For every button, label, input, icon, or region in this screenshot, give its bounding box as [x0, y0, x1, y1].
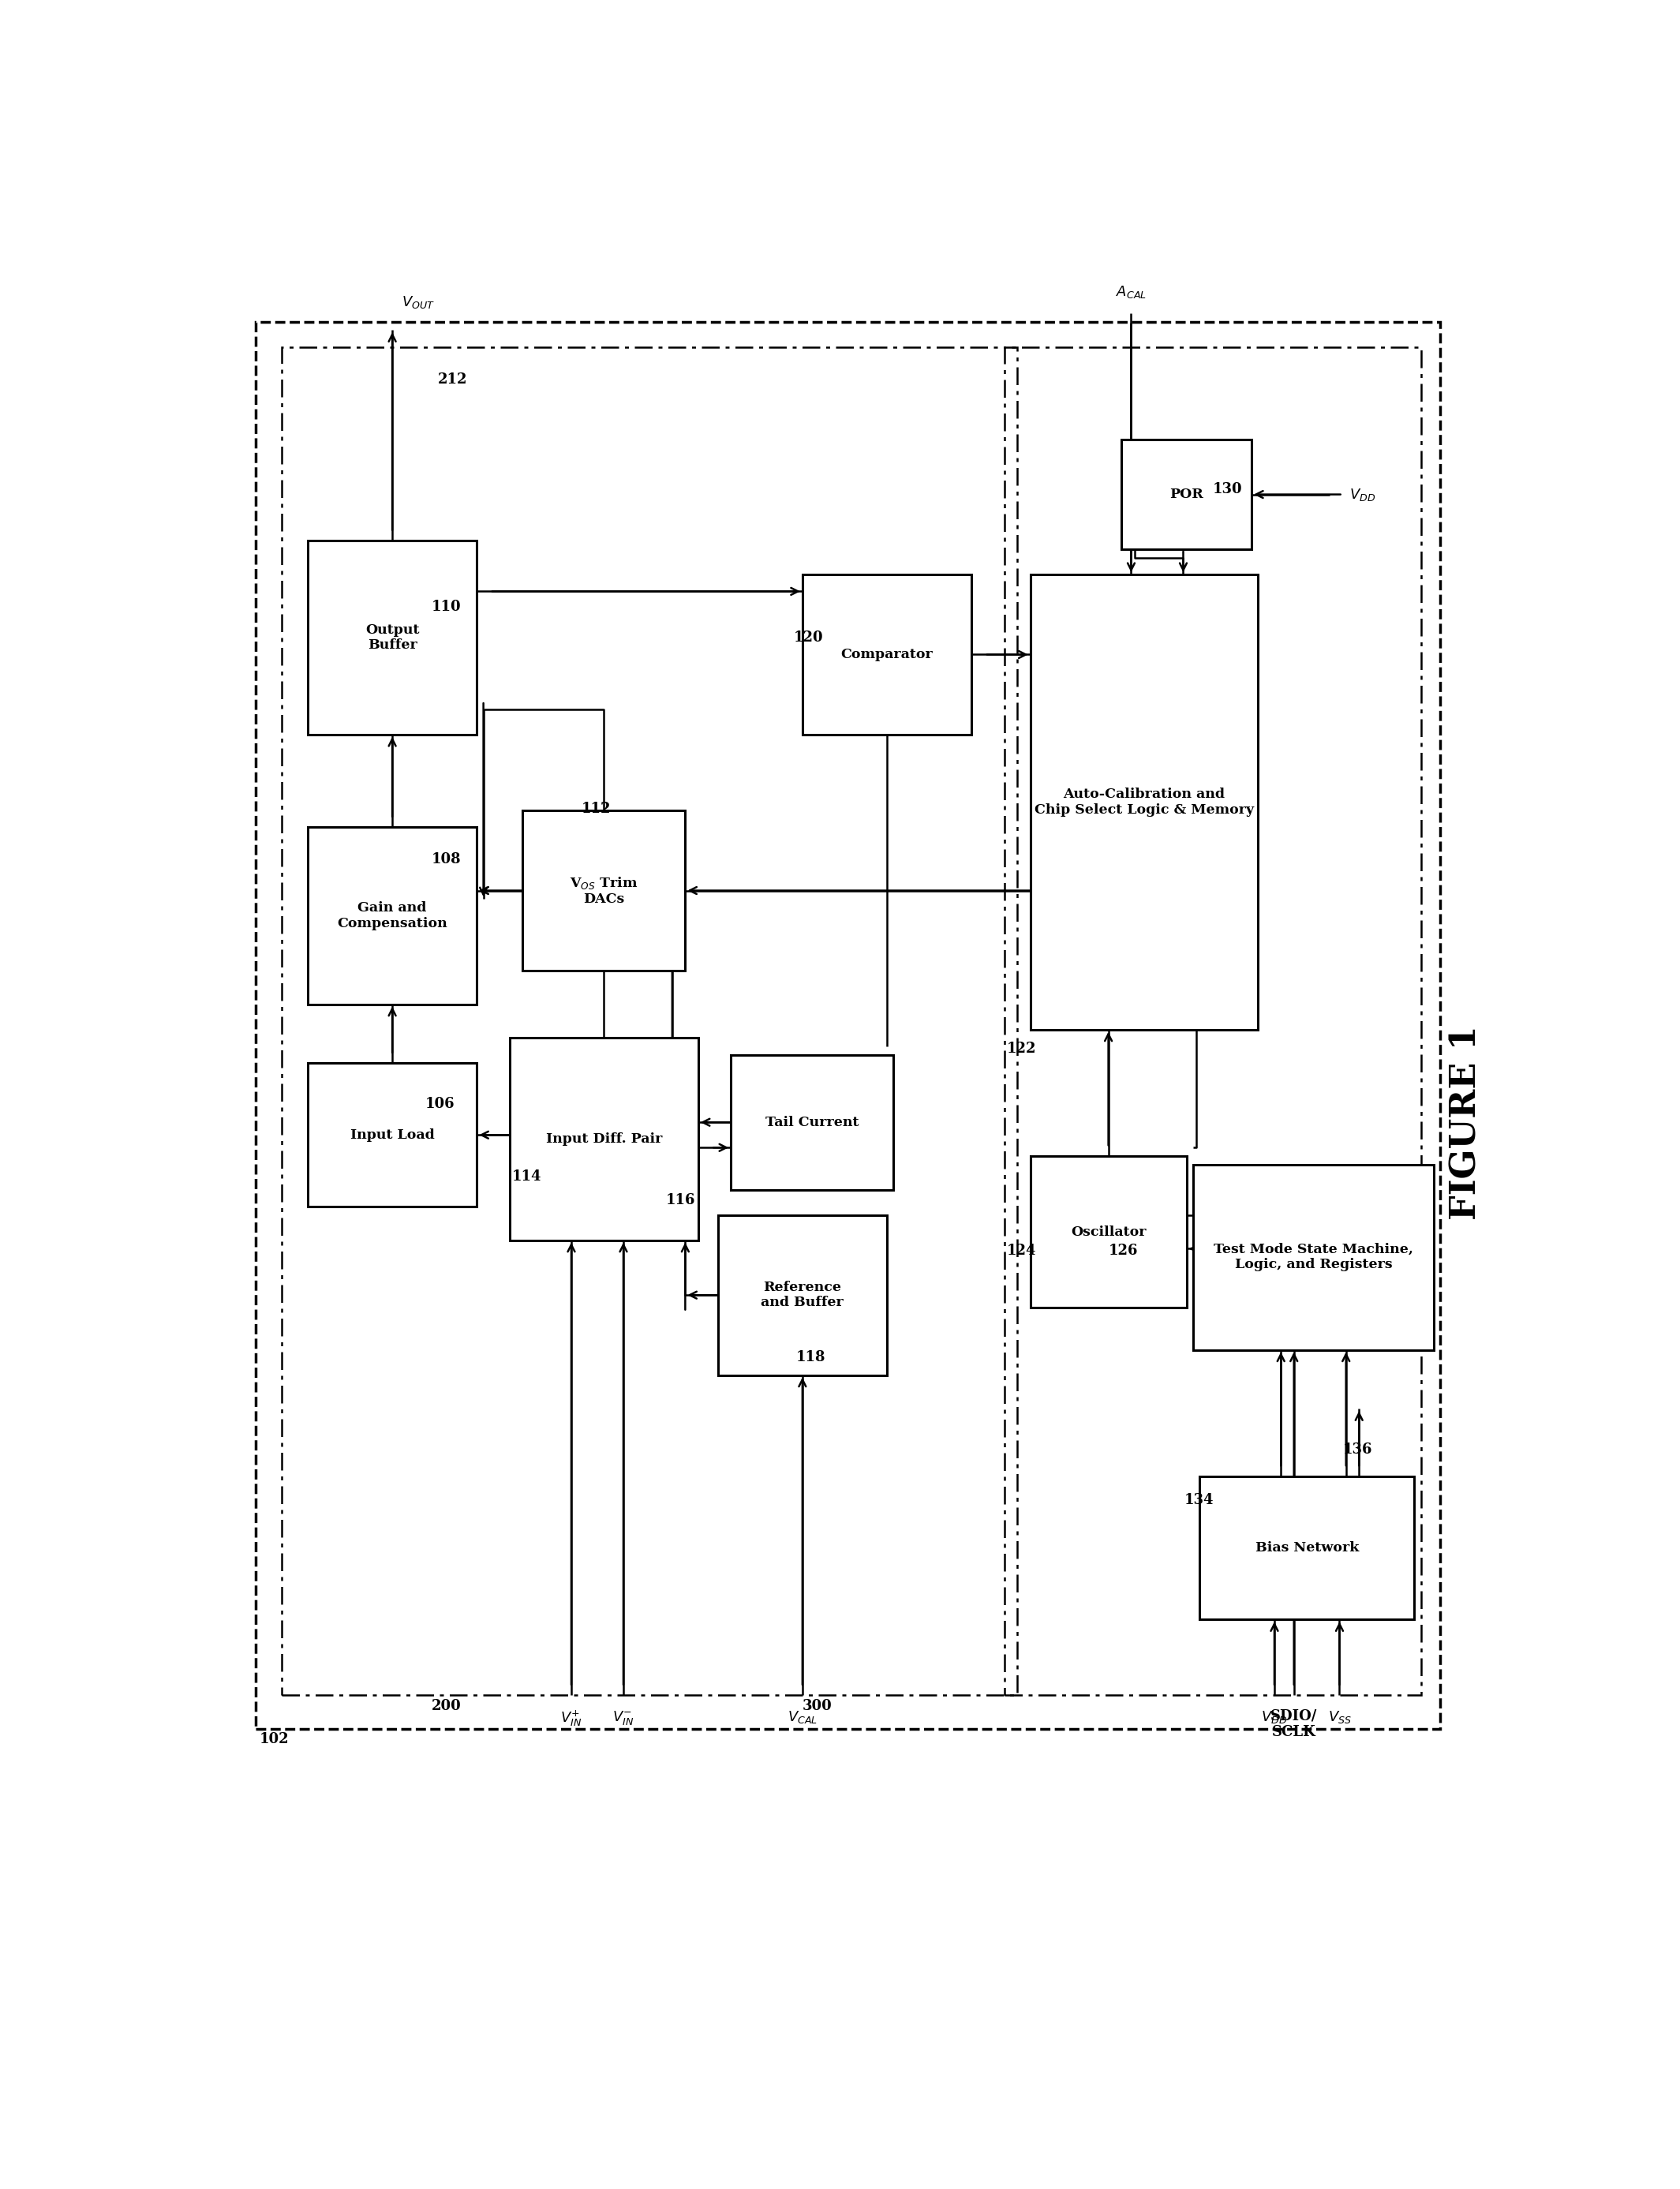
Text: $V_{SS}$: $V_{SS}$: [1327, 1710, 1351, 1725]
Text: 200: 200: [432, 1699, 460, 1714]
Text: $V_{OUT}$: $V_{OUT}$: [402, 293, 435, 311]
Text: $V_{CAL}$: $V_{CAL}$: [788, 1710, 818, 1725]
Text: Comparator: Comparator: [842, 648, 932, 661]
Bar: [1122, 440, 1252, 549]
Text: V$_{OS}$ Trim
DACs: V$_{OS}$ Trim DACs: [570, 876, 638, 906]
Text: 110: 110: [432, 600, 460, 613]
Bar: [803, 574, 971, 736]
Text: 102: 102: [259, 1731, 289, 1747]
Text: Gain and
Compensation: Gain and Compensation: [338, 902, 447, 930]
Text: 112: 112: [581, 801, 610, 816]
Text: 120: 120: [793, 630, 823, 644]
Text: $V_{IN}^{-}$: $V_{IN}^{-}$: [613, 1710, 633, 1727]
Text: FIGURE 1: FIGURE 1: [1450, 1024, 1483, 1219]
Text: 118: 118: [796, 1351, 825, 1364]
Text: 130: 130: [1213, 482, 1242, 497]
Text: POR: POR: [1169, 488, 1203, 501]
Bar: [731, 1055, 894, 1191]
Bar: [1030, 574, 1258, 1029]
Text: 126: 126: [1109, 1243, 1137, 1259]
Bar: [522, 810, 685, 970]
Text: $V_{IN}^{+}$: $V_{IN}^{+}$: [561, 1710, 581, 1727]
Text: Tail Current: Tail Current: [766, 1116, 858, 1130]
Text: $V_{DD}$: $V_{DD}$: [1349, 486, 1376, 501]
Bar: [255, 322, 1440, 1729]
Text: Output
Buffer: Output Buffer: [365, 624, 420, 652]
Bar: [282, 348, 1018, 1694]
Text: Input Load: Input Load: [349, 1127, 435, 1143]
Text: Auto-Calibration and
Chip Select Logic & Memory: Auto-Calibration and Chip Select Logic &…: [1035, 788, 1253, 816]
Bar: [307, 827, 477, 1005]
Text: 108: 108: [432, 854, 460, 867]
Text: 212: 212: [438, 372, 467, 387]
Text: 134: 134: [1184, 1493, 1213, 1508]
Bar: [717, 1215, 887, 1375]
Text: 300: 300: [803, 1699, 832, 1714]
Text: 106: 106: [425, 1097, 455, 1112]
Bar: [307, 541, 477, 736]
Text: SDIO/
SCLK: SDIO/ SCLK: [1270, 1710, 1317, 1740]
Bar: [1030, 1156, 1186, 1307]
Text: Input Diff. Pair: Input Diff. Pair: [546, 1132, 662, 1145]
Text: Reference
and Buffer: Reference and Buffer: [761, 1281, 843, 1309]
Text: $A_{CAL}$: $A_{CAL}$: [1116, 285, 1146, 300]
Text: Bias Network: Bias Network: [1255, 1541, 1359, 1554]
Bar: [1193, 1165, 1435, 1351]
Bar: [1200, 1475, 1415, 1620]
Text: 114: 114: [512, 1169, 541, 1184]
Text: 124: 124: [1006, 1243, 1037, 1259]
Bar: [307, 1064, 477, 1206]
Text: 116: 116: [665, 1193, 696, 1208]
Bar: [1005, 348, 1421, 1694]
Bar: [509, 1038, 699, 1241]
Text: Oscillator: Oscillator: [1070, 1226, 1146, 1239]
Text: $V_{DD}$: $V_{DD}$: [1262, 1710, 1287, 1725]
Text: Test Mode State Machine,
Logic, and Registers: Test Mode State Machine, Logic, and Regi…: [1213, 1243, 1413, 1272]
Text: 136: 136: [1342, 1443, 1373, 1456]
Text: 122: 122: [1006, 1042, 1037, 1055]
